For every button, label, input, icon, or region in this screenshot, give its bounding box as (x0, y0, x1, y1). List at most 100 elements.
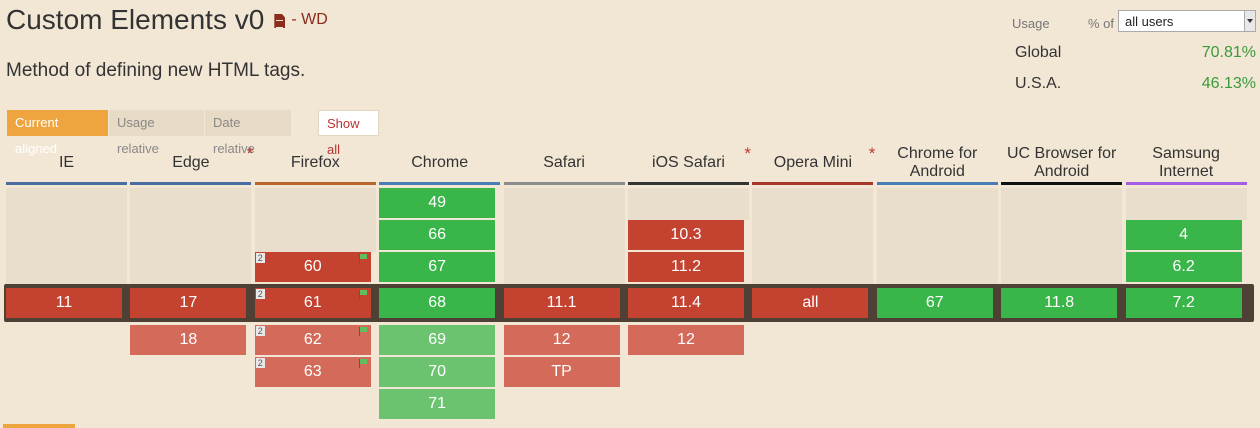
version-number: 10.3 (670, 226, 702, 243)
version-number: 6.2 (1172, 258, 1195, 275)
version-cell-current[interactable]: 68 (379, 288, 496, 318)
version-number: 69 (428, 331, 447, 348)
show-all-button[interactable]: Show all (318, 110, 379, 157)
version-number: 66 (428, 226, 447, 243)
empty-version-area (130, 188, 252, 284)
note-number-badge[interactable]: 2 (255, 358, 265, 368)
browser-color-bar (254, 182, 376, 185)
browser-header[interactable]: Chrome for Android (897, 145, 978, 180)
version-number: 17 (179, 294, 198, 311)
version-number: 11 (55, 294, 73, 311)
version-cell-current[interactable]: 61 2 (254, 288, 371, 318)
browser-color-bar (876, 182, 998, 185)
note-number-badge[interactable]: 2 (255, 326, 265, 336)
page-title: Custom Elements v0 - WD (6, 4, 328, 36)
version-number: 71 (428, 395, 447, 412)
version-cell-future[interactable]: TP (503, 357, 620, 387)
spec-status[interactable]: - WD (291, 11, 328, 28)
feature-description: Method of defining new HTML tags. (6, 60, 306, 81)
version-number: 63 (303, 363, 322, 380)
browser-header[interactable]: Safari (543, 154, 585, 171)
version-number: 49 (428, 194, 447, 211)
empty-version-area (503, 188, 625, 284)
version-cell-past[interactable]: 60 2 (254, 252, 371, 282)
version-cell-future[interactable]: 63 2 (254, 357, 371, 387)
version-number: 12 (552, 331, 571, 348)
date-relative-button[interactable]: Date relative (205, 110, 291, 156)
browser-header[interactable]: Edge (172, 154, 210, 171)
version-cell-current[interactable]: 11.8 (1001, 288, 1118, 318)
empty-version-area (1001, 188, 1123, 284)
browser-header[interactable]: Chrome (411, 154, 469, 171)
version-cell-future[interactable]: 69 (379, 325, 496, 355)
version-cell-future[interactable]: 12 (628, 325, 744, 355)
feature-title: Custom Elements v0 (6, 4, 265, 35)
version-number: 11.2 (671, 258, 701, 275)
asterisk-note-icon[interactable]: * (868, 144, 876, 163)
empty-version-area (876, 188, 998, 284)
browser-color-bar (130, 182, 252, 185)
empty-version-area (6, 188, 127, 284)
browser-color-bar (1001, 182, 1123, 185)
audience-select[interactable]: all users (1118, 10, 1256, 32)
flag-icon (358, 290, 368, 299)
browser-header[interactable]: UC Browser for Android (1007, 145, 1117, 180)
browser-header[interactable]: iOS Safari (652, 154, 725, 171)
note-number-badge[interactable]: 2 (255, 289, 265, 299)
empty-version-area (254, 188, 376, 252)
usage-region: U.S.A. (1015, 75, 1062, 92)
version-number: 11.8 (1044, 294, 1075, 311)
version-cell-past[interactable]: 66 (379, 220, 496, 250)
version-cell-current[interactable]: 17 (130, 288, 247, 318)
browser-header[interactable]: IE (58, 154, 75, 171)
version-number: 4 (1179, 226, 1189, 243)
usage-region: Global (1015, 44, 1062, 61)
version-number: all (802, 294, 819, 311)
browser-color-bar (6, 182, 127, 185)
version-cell-future[interactable]: 62 2 (254, 325, 371, 355)
note-number-badge[interactable]: 2 (255, 253, 265, 263)
version-number: 11.4 (671, 294, 701, 311)
version-cell-current[interactable]: 67 (876, 288, 993, 318)
version-cell-past[interactable]: 67 (379, 252, 496, 282)
current-aligned-button[interactable]: Current aligned (7, 110, 108, 156)
version-cell-current[interactable]: 11 (6, 288, 122, 318)
version-number: 11.1 (546, 294, 577, 311)
browser-header[interactable]: Opera Mini (773, 154, 853, 171)
empty-version-area (1125, 188, 1247, 220)
version-number: 7.2 (1172, 294, 1195, 311)
version-cell-current[interactable]: 11.1 (503, 288, 620, 318)
browser-color-bar (1125, 182, 1247, 185)
version-cell-past[interactable]: 4 (1125, 220, 1242, 250)
version-cell-past[interactable]: 10.3 (628, 220, 744, 250)
browser-color-bar (752, 182, 874, 185)
version-cell-current[interactable]: 11.4 (628, 288, 744, 318)
flag-icon (358, 359, 368, 368)
asterisk-note-icon[interactable]: * (744, 144, 751, 163)
usage-percent: 70.81% (1201, 44, 1256, 61)
version-number: TP (551, 363, 572, 380)
flag-icon (358, 327, 368, 336)
version-cell-future[interactable]: 70 (379, 357, 496, 387)
empty-version-area (628, 188, 749, 220)
version-cell-past[interactable]: 11.2 (628, 252, 744, 282)
version-cell-future[interactable]: 71 (379, 389, 496, 419)
chevron-down-icon[interactable] (1244, 11, 1255, 31)
usage-row-usa: U.S.A. 46.13% (1015, 75, 1256, 93)
version-cell-future[interactable]: 18 (130, 325, 247, 355)
document-icon[interactable] (274, 14, 286, 28)
version-cell-current[interactable]: 7.2 (1125, 288, 1242, 318)
asterisk-note-icon[interactable]: * (246, 144, 254, 163)
browser-color-bar (379, 182, 501, 185)
browser-header[interactable]: Samsung Internet (1152, 145, 1220, 180)
version-cell-past[interactable]: 49 (379, 188, 496, 218)
version-cell-future[interactable]: 12 (503, 325, 620, 355)
flag-icon (358, 254, 368, 263)
usage-label: Usage (1012, 16, 1050, 31)
usage-relative-button[interactable]: Usage relative (109, 110, 204, 156)
version-number: 18 (179, 331, 198, 348)
version-number: 60 (303, 258, 322, 275)
version-cell-current[interactable]: all (752, 288, 869, 318)
version-cell-past[interactable]: 6.2 (1125, 252, 1242, 282)
browser-header[interactable]: Firefox (290, 154, 340, 171)
